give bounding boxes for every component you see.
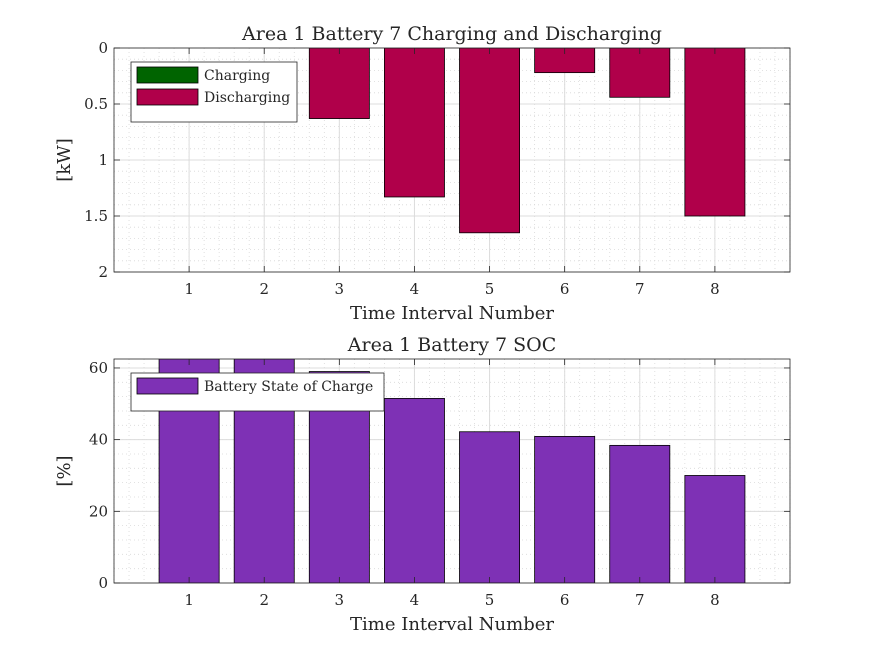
x-tick-label: 6 — [560, 591, 570, 609]
y-axis-label: [%] — [54, 455, 75, 486]
legend-label: Battery State of Charge — [204, 379, 373, 395]
y-tick-label: 0 — [98, 39, 108, 57]
axes-frame — [113, 358, 791, 584]
legend-label: Charging — [204, 68, 270, 84]
bar-discharging-3 — [308, 48, 370, 119]
y-tick-label: 0.5 — [84, 95, 108, 113]
charge-discharge-chart: 1 2 3 4 5 6 7 8 0 0.5 1 1.5 2 Area 1 Battery 7 Chargi… — [54, 23, 791, 324]
legend-swatch — [136, 88, 199, 106]
x-tick-label: 3 — [335, 591, 345, 609]
bar-battery-state-of-charge-7 — [609, 444, 671, 583]
x-tick-label: 3 — [335, 280, 345, 298]
chart-title: Area 1 Battery 7 Charging and Dischargin… — [241, 23, 662, 45]
y-tick-label: 0 — [98, 574, 108, 592]
x-tick-label: 6 — [560, 280, 570, 298]
legend: Battery State of Charge — [130, 372, 385, 412]
x-tick-label: 7 — [635, 591, 645, 609]
bars — [308, 48, 746, 234]
bar-discharging-8 — [684, 48, 746, 217]
x-tick-label: 1 — [184, 591, 194, 609]
y-tick-label: 40 — [89, 431, 108, 449]
chart-title: Area 1 Battery 7 SOC — [347, 334, 556, 356]
x-tick-label: 7 — [635, 280, 645, 298]
x-axis-label: Time Interval Number — [350, 303, 554, 324]
bar-battery-state-of-charge-6 — [534, 436, 596, 583]
bar-battery-state-of-charge-5 — [459, 431, 520, 583]
legend-swatch — [136, 377, 199, 395]
y-tick-label: 1.5 — [84, 207, 108, 225]
bar-discharging-7 — [609, 48, 671, 98]
x-tick-label: 5 — [485, 280, 495, 298]
y-tick-label: 60 — [89, 359, 108, 377]
bar-discharging-4 — [383, 48, 445, 198]
bar-battery-state-of-charge-8 — [684, 475, 746, 583]
x-tick-label: 4 — [410, 591, 420, 609]
x-tick-label: 4 — [410, 280, 420, 298]
bars — [158, 359, 746, 583]
x-tick-label: 8 — [710, 591, 720, 609]
x-tick-label: 8 — [710, 280, 720, 298]
legend-swatch — [136, 66, 199, 84]
legend-label: Discharging — [204, 90, 290, 106]
y-tick-label: 20 — [89, 502, 108, 520]
bar-battery-state-of-charge-4 — [383, 398, 445, 583]
soc-chart: 1 2 3 4 5 6 7 8 0 20 40 60 Area 1 Battery 7 SOC Time … — [54, 334, 791, 635]
x-tick-label: 2 — [259, 280, 269, 298]
y-axis-label: [kW] — [54, 138, 75, 181]
y-tick-label: 1 — [98, 151, 108, 169]
y-tick-label: 2 — [98, 263, 108, 281]
legend: Charging Discharging — [130, 61, 298, 123]
bar-discharging-5 — [459, 48, 520, 234]
x-tick-label: 2 — [259, 591, 269, 609]
x-tick-label: 5 — [485, 591, 495, 609]
x-tick-label: 1 — [184, 280, 194, 298]
x-axis-label: Time Interval Number — [350, 614, 554, 635]
